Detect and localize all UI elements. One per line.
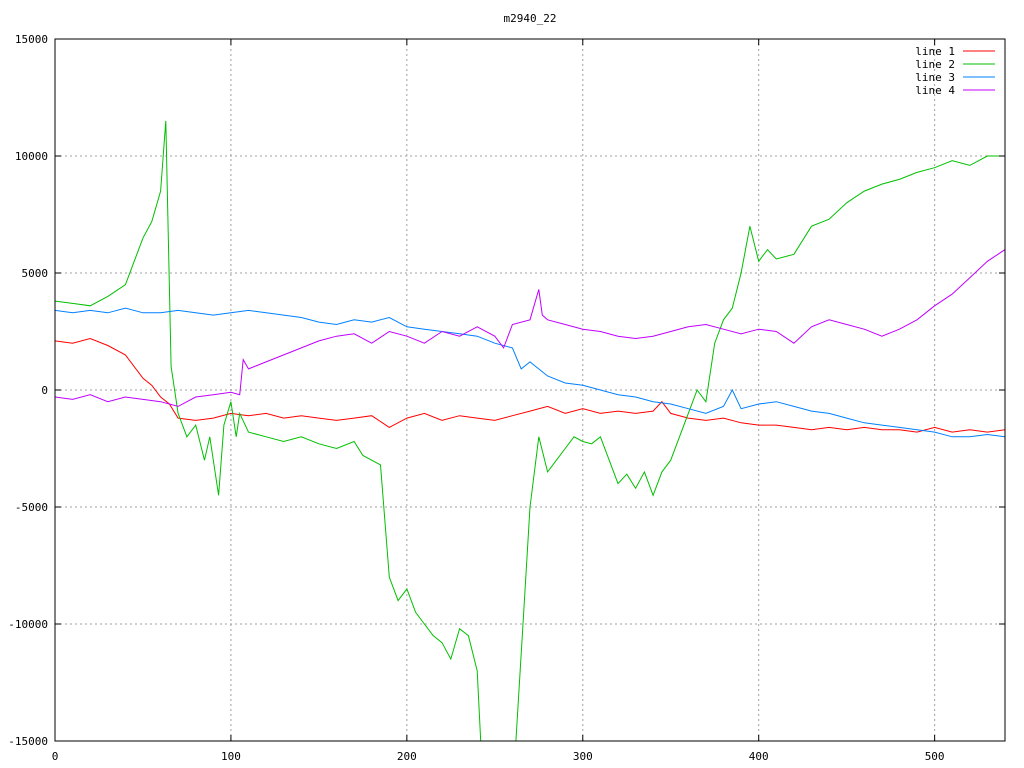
- x-tick-label: 400: [749, 750, 769, 763]
- y-tick-label: -5000: [15, 501, 48, 514]
- series-line-1: [55, 337, 1005, 433]
- x-tick-label: 100: [221, 750, 241, 763]
- legend-label: line 1: [915, 45, 955, 58]
- y-tick-label: 0: [41, 384, 48, 397]
- y-tick-label: 15000: [15, 33, 48, 46]
- legend-label: line 4: [915, 84, 955, 97]
- chart-title: m2940_22: [504, 12, 557, 25]
- x-tick-label: 0: [52, 750, 59, 763]
- series-line-3: [55, 307, 1005, 438]
- plot-area: [55, 120, 1005, 741]
- y-tick-label: -15000: [8, 735, 48, 748]
- legend-label: line 2: [915, 58, 955, 71]
- x-tick-label: 200: [397, 750, 417, 763]
- x-tick-label: 500: [925, 750, 945, 763]
- x-tick-label: 300: [573, 750, 593, 763]
- grid: [55, 39, 1005, 741]
- series-line-2: [55, 120, 1005, 741]
- y-tick-label: 10000: [15, 150, 48, 163]
- axis-ticks: -15000 -10000 -5000 0 5000 10000 15000 0 100 200 3…: [8, 33, 1005, 763]
- y-tick-label: -10000: [8, 618, 48, 631]
- y-tick-label: 5000: [22, 267, 49, 280]
- legend-label: line 3: [915, 71, 955, 84]
- series-line-4: [55, 249, 1005, 407]
